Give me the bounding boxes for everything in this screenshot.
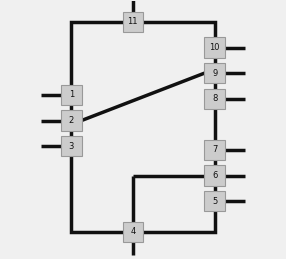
Text: 9: 9	[212, 69, 217, 78]
Bar	[61, 110, 82, 131]
Bar	[71, 22, 215, 232]
Bar	[204, 89, 225, 109]
Text: 11: 11	[128, 17, 138, 26]
Bar	[122, 222, 143, 242]
Text: 1: 1	[69, 90, 74, 99]
Bar	[61, 136, 82, 156]
Bar	[204, 37, 225, 58]
Bar	[61, 85, 82, 105]
Text: 5: 5	[212, 197, 217, 206]
Text: 8: 8	[212, 94, 217, 103]
Bar	[204, 191, 225, 212]
Text: 3: 3	[69, 142, 74, 151]
Bar	[122, 12, 143, 32]
Text: 10: 10	[209, 43, 220, 52]
Text: 2: 2	[69, 116, 74, 125]
Bar	[204, 140, 225, 160]
Bar	[204, 165, 225, 186]
Text: 4: 4	[130, 227, 135, 236]
Text: 6: 6	[212, 171, 217, 180]
Text: 7: 7	[212, 146, 217, 155]
Bar	[204, 63, 225, 83]
